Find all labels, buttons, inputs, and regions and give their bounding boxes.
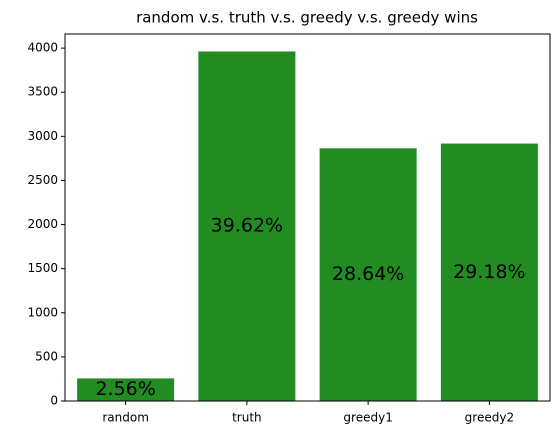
value-label: 2.56%: [95, 378, 155, 400]
y-tick-label: 4000: [27, 41, 58, 55]
y-tick-label: 0: [50, 394, 58, 408]
y-tick-label: 3500: [27, 85, 58, 99]
x-tick-label: greedy2: [465, 411, 514, 425]
bar: [319, 148, 417, 401]
y-tick-label: 2000: [27, 217, 58, 231]
bar: [440, 143, 538, 401]
chart-title: random v.s. truth v.s. greedy v.s. greed…: [136, 9, 478, 27]
value-label: 29.18%: [453, 261, 525, 283]
y-tick-label: 500: [35, 349, 58, 363]
x-tick-label: random: [102, 411, 149, 425]
bar: [198, 51, 296, 402]
y-tick-label: 1500: [27, 261, 58, 275]
x-tick-label: greedy1: [343, 411, 392, 425]
x-tick-label: truth: [232, 411, 262, 425]
value-label: 28.64%: [332, 263, 404, 285]
bar: [77, 378, 175, 401]
y-tick-label: 3000: [27, 129, 58, 143]
y-tick-label: 1000: [27, 305, 58, 319]
value-label: 39.62%: [211, 215, 283, 237]
y-tick-label: 2500: [27, 173, 58, 187]
plot-frame: [64, 33, 551, 402]
